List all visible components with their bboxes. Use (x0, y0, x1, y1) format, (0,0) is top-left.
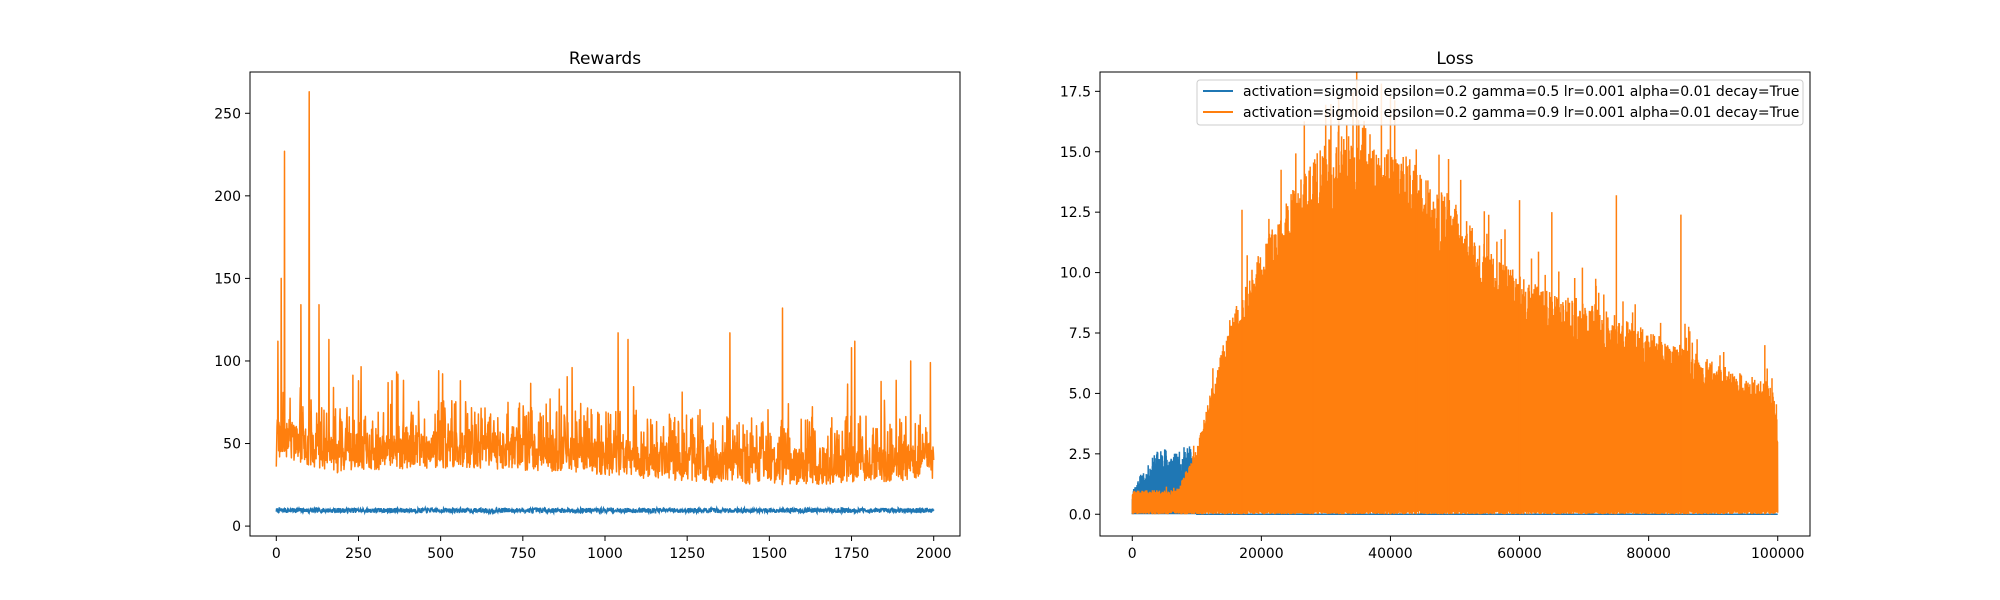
y-tick-label: 250 (214, 106, 241, 122)
loss-y-ticks: 0.0 2.5 5.0 7.5 10.0 12.5 15.0 17.5 (1060, 84, 1100, 523)
y-tick-label: 150 (214, 271, 241, 287)
legend-label-gamma-0.9: activation=sigmoid epsilon=0.2 gamma=0.9… (1243, 105, 1799, 121)
x-tick-label: 1500 (752, 546, 788, 562)
x-tick-label: 100000 (1751, 546, 1804, 562)
legend-box (1196, 79, 1804, 126)
x-tick-label: 40000 (1368, 546, 1413, 562)
y-tick-label: 200 (214, 189, 241, 205)
y-tick-label: 17.5 (1060, 84, 1091, 100)
x-tick-label: 1000 (587, 546, 623, 562)
x-tick-label: 1750 (834, 546, 870, 562)
y-tick-label: 2.5 (1069, 447, 1091, 463)
x-tick-label: 750 (509, 546, 536, 562)
x-tick-label: 80000 (1626, 546, 1671, 562)
rewards-series-blue-line (275, 505, 935, 516)
y-tick-label: 7.5 (1069, 326, 1091, 342)
y-tick-label: 5.0 (1069, 386, 1091, 402)
rewards-axes-frame (249, 71, 961, 537)
x-tick-label: 2000 (916, 546, 952, 562)
loss-chart: Loss 0 20000 40000 60000 80000 100000 0.0 2.5 5… (1060, 49, 1811, 562)
loss-x-ticks: 0 20000 40000 60000 80000 100000 (1128, 536, 1804, 562)
rewards-x-ticks: 0 250 500 750 1000 1250 1500 1750 2000 (272, 536, 952, 562)
x-tick-label: 500 (427, 546, 454, 562)
y-tick-label: 0 (232, 519, 241, 535)
rewards-series-group (275, 91, 935, 516)
rewards-chart: Rewards 0 250 500 750 1000 1250 1500 1750 2000 0… (214, 49, 961, 562)
y-tick-label: 12.5 (1060, 205, 1091, 221)
x-tick-label: 0 (272, 546, 281, 562)
x-tick-label: 250 (345, 546, 372, 562)
y-tick-label: 50 (223, 437, 241, 453)
loss-title: Loss (1436, 49, 1473, 69)
y-tick-label: 15.0 (1060, 145, 1091, 161)
rewards-y-ticks: 0 50 100 150 200 250 (214, 106, 250, 535)
x-tick-label: 60000 (1497, 546, 1542, 562)
rewards-title: Rewards (569, 49, 641, 69)
y-tick-label: 100 (214, 354, 241, 370)
x-tick-label: 20000 (1239, 546, 1284, 562)
rewards-series-orange-line (275, 91, 935, 486)
x-tick-label: 0 (1128, 546, 1137, 562)
y-tick-label: 10.0 (1060, 266, 1091, 282)
legend-label-gamma-0.5: activation=sigmoid epsilon=0.2 gamma=0.5… (1243, 84, 1799, 100)
loss-legend: activation=sigmoid epsilon=0.2 gamma=0.5… (1196, 79, 1804, 126)
x-tick-label: 1250 (669, 546, 705, 562)
loss-series-orange-line (1131, 72, 1779, 515)
loss-series-group (1131, 72, 1779, 516)
y-tick-label: 0.0 (1069, 507, 1091, 523)
loss-axes-frame (1099, 71, 1811, 537)
